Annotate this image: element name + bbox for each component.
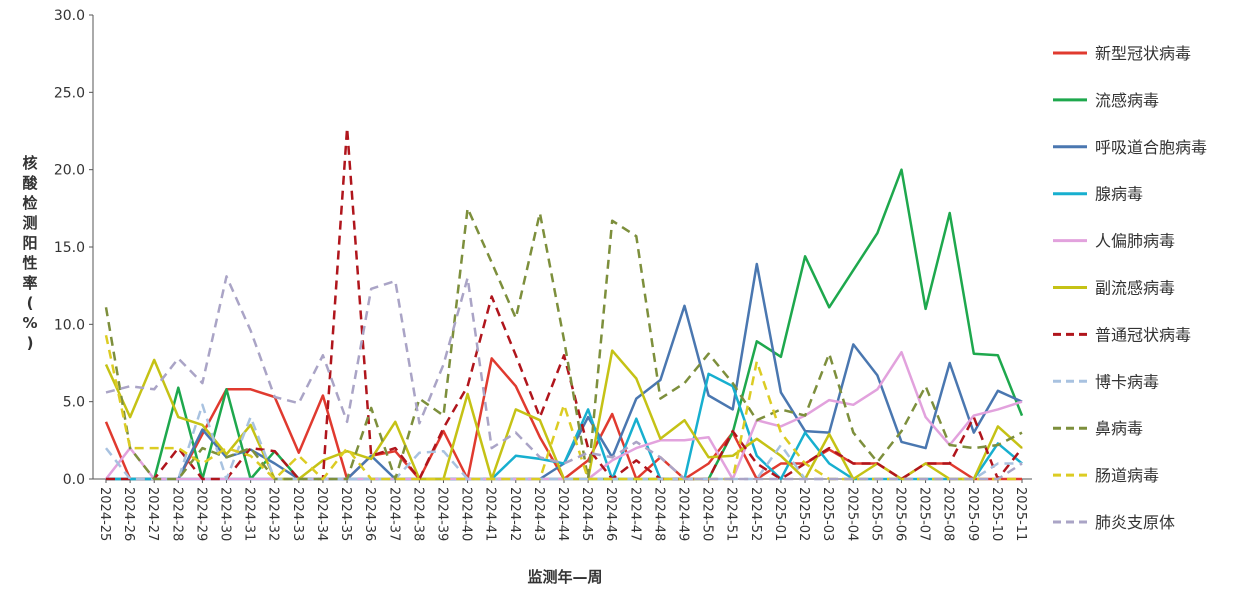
x-tick-label: 2024-36 — [362, 487, 377, 541]
axes-layer: 0.0 5.0 10.0 15.0 20.0 25.0 30.0 2024-25 2024-26… — [54, 8, 1032, 541]
legend-label: 鼻病毒 — [1095, 419, 1143, 438]
y-axis-title-char: 酸 — [22, 174, 38, 192]
y-tick-label: 15.0 — [54, 240, 85, 256]
y-axis-title-char: 检 — [22, 194, 37, 212]
x-axis-title: 监测年—周 — [527, 568, 602, 586]
y-axis-title-char: 性 — [22, 254, 37, 272]
x-tick-label: 2024-25 — [97, 487, 112, 541]
y-axis-title-char: ) — [27, 334, 34, 352]
x-tick-label: 2024-26 — [121, 487, 136, 541]
x-tick-label: 2025-11 — [1013, 487, 1028, 541]
legend-label: 人偏肺病毒 — [1095, 232, 1175, 251]
legend-label: 博卡病毒 — [1095, 372, 1159, 391]
y-tick-label: 20.0 — [54, 163, 85, 179]
legend: 新型冠状病毒流感病毒呼吸道合胞病毒腺病毒人偏肺病毒副流感病毒普通冠状病毒博卡病毒… — [1053, 44, 1207, 532]
x-tick-label: 2024-38 — [410, 487, 425, 541]
series-line-8 — [105, 403, 1022, 481]
x-tick-label: 2024-32 — [266, 487, 281, 541]
x-tick-label: 2024-35 — [338, 487, 353, 541]
x-tick-label: 2024-41 — [483, 487, 498, 541]
x-tick-label: 2025-10 — [989, 487, 1004, 541]
y-axis-title-char: 率 — [22, 274, 37, 292]
series-line-7 — [106, 126, 1023, 481]
x-tick-label: 2025-02 — [796, 487, 811, 541]
series-line-6 — [104, 349, 1023, 481]
x-tick-label: 2024-51 — [724, 487, 739, 541]
y-axis-title-char: ( — [27, 294, 34, 312]
x-tick-label: 2024-45 — [579, 487, 594, 541]
x-tick-label: 2025-03 — [820, 487, 835, 541]
series-line-11 — [105, 275, 1023, 481]
y-axis-title-char: % — [22, 314, 37, 332]
x-tick-label: 2024-42 — [507, 487, 522, 541]
y-tick-label: 5.0 — [63, 395, 85, 411]
y-tick-label: 25.0 — [54, 85, 85, 101]
legend-label: 肠道病毒 — [1095, 466, 1159, 485]
legend-label: 肺炎支原体 — [1095, 513, 1175, 532]
x-tick-label: 2024-33 — [290, 487, 305, 541]
legend-label: 新型冠状病毒 — [1095, 44, 1191, 63]
y-axis-title-char: 阳 — [22, 234, 37, 252]
x-tick-label: 2024-28 — [169, 487, 184, 541]
series-layer — [104, 126, 1024, 481]
legend-label: 腺病毒 — [1095, 185, 1143, 204]
x-tick-label: 2024-29 — [193, 487, 208, 541]
x-tick-label: 2025-09 — [965, 487, 980, 541]
x-tick-label: 2024-46 — [603, 487, 618, 541]
legend-label: 副流感病毒 — [1095, 279, 1175, 298]
x-tick-label: 2024-39 — [434, 487, 449, 541]
y-tick-label: 30.0 — [54, 8, 85, 24]
x-tick-label: 2024-27 — [145, 487, 160, 541]
x-tick-label: 2024-40 — [459, 487, 474, 541]
x-tick-label: 2025-04 — [844, 487, 859, 541]
series-line-10 — [104, 334, 1022, 481]
x-tick-label: 2025-01 — [772, 487, 787, 541]
x-tick-label: 2024-30 — [218, 487, 233, 541]
x-tick-label: 2024-52 — [748, 487, 763, 541]
x-tick-label: 2025-07 — [917, 487, 932, 541]
x-tick-label: 2024-31 — [242, 487, 257, 541]
x-tick-label: 2024-37 — [386, 487, 401, 541]
x-tick-label: 2024-34 — [314, 487, 329, 541]
x-tick-label: 2025-06 — [892, 487, 907, 541]
y-axis-title-char: 核 — [22, 154, 37, 172]
y-tick-label: 0.0 — [63, 472, 85, 488]
x-tick-label: 2024-44 — [555, 487, 570, 541]
series-line-3 — [106, 262, 1023, 481]
y-axis-title-char: 测 — [22, 214, 37, 232]
legend-label: 流感病毒 — [1095, 91, 1159, 110]
x-tick-label: 2024-47 — [627, 487, 642, 541]
x-tick-label: 2024-48 — [651, 487, 666, 541]
legend-label: 呼吸道合胞病毒 — [1095, 138, 1207, 157]
x-tick-label: 2025-05 — [868, 487, 883, 541]
legend-label: 普通冠状病毒 — [1095, 325, 1191, 344]
series-line-5 — [105, 350, 1023, 481]
x-tick-label: 2024-49 — [676, 487, 691, 541]
x-tick-label: 2025-08 — [941, 487, 956, 541]
series-line-9 — [104, 207, 1023, 481]
x-tick-label: 2024-43 — [531, 487, 546, 541]
x-tick-label: 2024-50 — [700, 487, 715, 541]
y-tick-label: 10.0 — [54, 317, 85, 333]
